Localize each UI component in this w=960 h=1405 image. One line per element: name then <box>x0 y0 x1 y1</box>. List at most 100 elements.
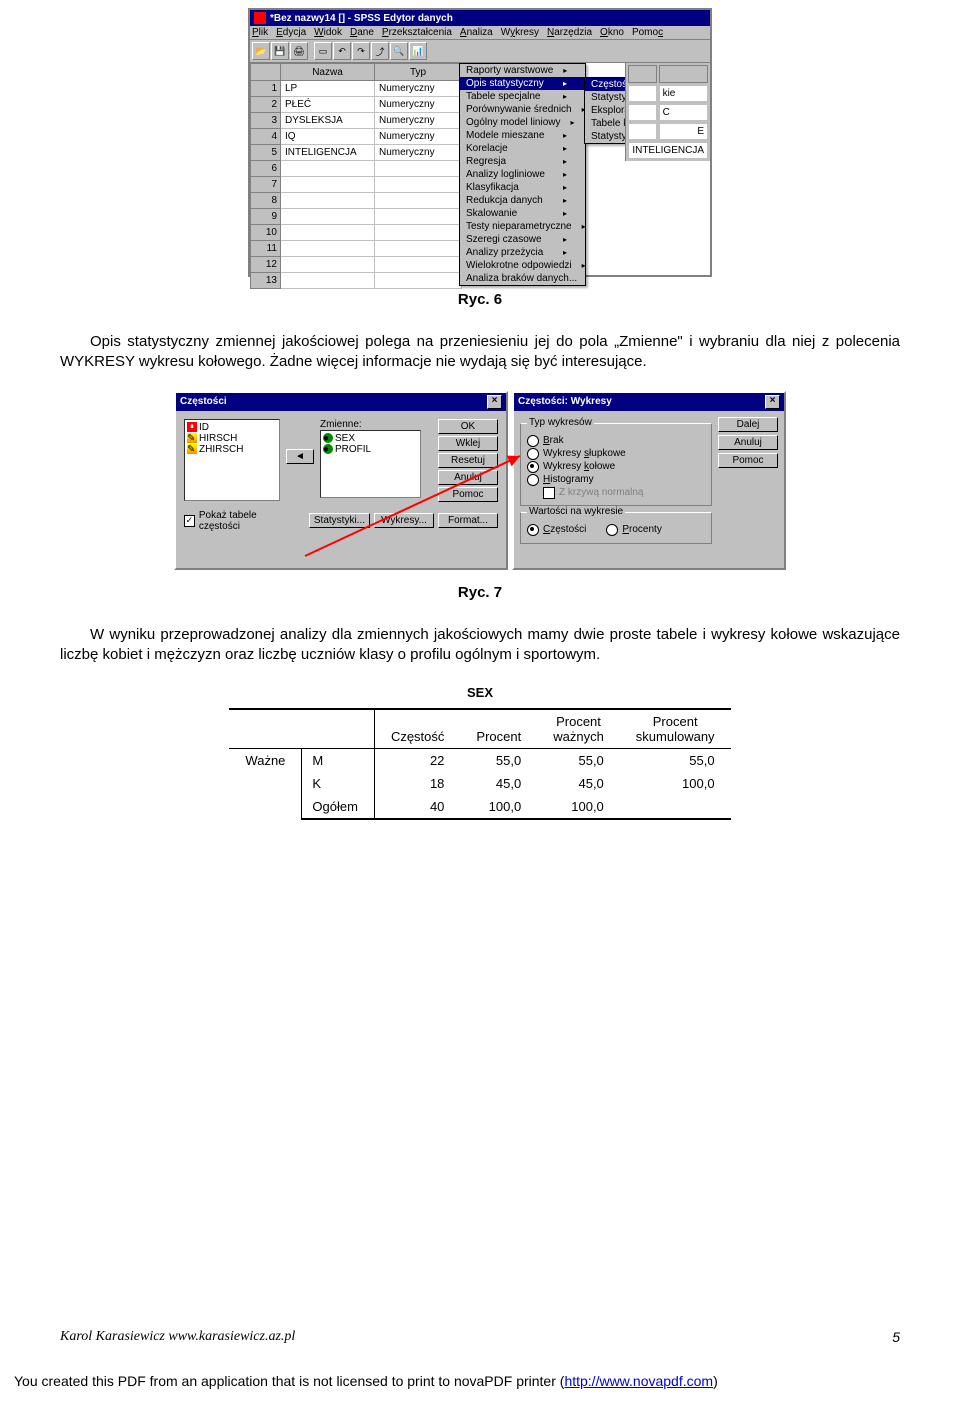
cell-nazwa[interactable] <box>281 177 375 193</box>
target-vars-list[interactable]: ●SEX ●PROFIL <box>320 430 421 498</box>
anuluj-button[interactable]: Anuluj <box>718 435 778 450</box>
menu-item[interactable]: Szeregi czasowe <box>460 233 585 246</box>
menu-dane[interactable]: Dane <box>350 27 374 38</box>
tb-find-icon[interactable]: 🔍 <box>390 42 408 60</box>
cell-nazwa[interactable] <box>281 225 375 241</box>
menu-item[interactable]: Analiza braków danych... <box>460 272 585 285</box>
tb-goto-icon[interactable]: ⤴ <box>371 42 389 60</box>
cell-typ[interactable] <box>375 257 462 273</box>
cell-nazwa[interactable] <box>281 209 375 225</box>
pomoc-button[interactable]: Pomoc <box>438 487 498 502</box>
statystyki-button[interactable]: Statystyki... <box>309 513 370 528</box>
cell-typ[interactable] <box>375 241 462 257</box>
pomoc-button[interactable]: Pomoc <box>718 453 778 468</box>
radio-kolowe[interactable]: Wykresy kołowe <box>527 461 705 473</box>
cell-nazwa[interactable] <box>281 193 375 209</box>
menu-item[interactable]: Porównywanie średnich <box>460 103 585 116</box>
radio-icon <box>527 435 539 447</box>
wartosci-legend: Wartości na wykresie <box>527 506 625 517</box>
radio-czestosci[interactable]: Częstości <box>527 524 586 536</box>
ok-button[interactable]: OK <box>438 419 498 434</box>
close-icon[interactable]: × <box>765 395 780 409</box>
var-sex[interactable]: SEX <box>335 433 355 444</box>
tb-redo-icon[interactable]: ↷ <box>352 42 370 60</box>
menu-narzedzia[interactable]: Narzędzia <box>547 27 592 38</box>
tb-save-icon[interactable]: 💾 <box>271 42 289 60</box>
radio-slupkowe[interactable]: Wykresy słupkowe <box>527 448 705 460</box>
menu-item[interactable]: Klasyfikacja <box>460 181 585 194</box>
cell-typ[interactable] <box>375 193 462 209</box>
show-freq-tables-check[interactable]: Pokaż tabele częstości <box>184 510 289 532</box>
menu-item[interactable]: Redukcja danych <box>460 194 585 207</box>
tb-undo-icon[interactable]: ↶ <box>333 42 351 60</box>
menu-item[interactable]: Modele mieszane <box>460 129 585 142</box>
cell-typ[interactable]: Numeryczny <box>375 129 462 145</box>
wklej-button[interactable]: Wklej <box>438 436 498 451</box>
menu-okno[interactable]: Okno <box>600 27 624 38</box>
menu-edycja[interactable]: Edycja <box>276 27 306 38</box>
resetuj-button[interactable]: Resetuj <box>438 453 498 468</box>
anuluj-button[interactable]: Anuluj <box>438 470 498 485</box>
menu-item[interactable]: Raporty warstwowe <box>460 64 585 77</box>
menu-item[interactable]: Korelacje <box>460 142 585 155</box>
menu-item[interactable]: Skalowanie <box>460 207 585 220</box>
cell-typ[interactable] <box>375 225 462 241</box>
value-cell: 55,0 <box>620 749 731 773</box>
cell-typ[interactable] <box>375 161 462 177</box>
cell-nazwa[interactable]: LP <box>281 81 375 97</box>
menu-item[interactable]: Opis statystyczny <box>460 77 585 90</box>
radio-procenty[interactable]: Procenty <box>606 524 661 536</box>
menu-przeksztalcenia[interactable]: Przekształcenia <box>382 27 452 38</box>
cell-nazwa[interactable] <box>281 257 375 273</box>
cell-nazwa[interactable]: INTELIGENCJA <box>281 145 375 161</box>
var-hirsch[interactable]: HIRSCH <box>199 433 237 444</box>
var-zhirsch[interactable]: ZHIRSCH <box>199 444 243 455</box>
menu-item[interactable]: Ogólny model liniowy <box>460 116 585 129</box>
cell-typ[interactable] <box>375 273 462 289</box>
cell-typ[interactable]: Numeryczny <box>375 81 462 97</box>
banner-link[interactable]: http://www.novapdf.com <box>564 1373 713 1389</box>
cell-typ[interactable]: Numeryczny <box>375 145 462 161</box>
cell-typ[interactable] <box>375 177 462 193</box>
source-vars-list[interactable]: ∎ID ✎HIRSCH ✎ZHIRSCH <box>184 419 280 501</box>
dropdown-analiza[interactable]: Raporty warstwoweOpis statystycznyTabele… <box>459 63 586 286</box>
cell-nazwa[interactable]: PŁEĆ <box>281 97 375 113</box>
tb-open-icon[interactable]: 📂 <box>252 42 270 60</box>
format-button[interactable]: Format... <box>438 513 498 528</box>
tb-dialog-icon[interactable]: ▭ <box>314 42 332 60</box>
cell-nazwa[interactable] <box>281 273 375 289</box>
row-header: 8 <box>251 193 281 209</box>
radio-histogramy[interactable]: Histogramy <box>527 474 705 486</box>
scale-var-icon: ✎ <box>187 444 197 454</box>
menu-pomoc[interactable]: Pomoc <box>632 27 663 38</box>
menu-item[interactable]: Analizy przeżycia <box>460 246 585 259</box>
menu-item[interactable]: Analizy logliniowe <box>460 168 585 181</box>
move-left-button[interactable]: ◄ <box>286 449 314 464</box>
cell-typ[interactable]: Numeryczny <box>375 113 462 129</box>
radio-brak[interactable]: Brak <box>527 435 705 447</box>
cell-nazwa[interactable] <box>281 241 375 257</box>
close-icon[interactable]: × <box>487 395 502 409</box>
cell-typ[interactable] <box>375 209 462 225</box>
cell-typ[interactable]: Numeryczny <box>375 97 462 113</box>
menu-widok[interactable]: Widok <box>314 27 342 38</box>
menu-item[interactable]: Tabele specjalne <box>460 90 585 103</box>
menu-item[interactable]: Testy nieparametryczne <box>460 220 585 233</box>
cell-nazwa[interactable]: DYSLEKSJA <box>281 113 375 129</box>
menu-analiza[interactable]: Analiza <box>460 27 493 38</box>
menu-item[interactable]: Wielokrotne odpowiedzi <box>460 259 585 272</box>
menu-item[interactable]: Regresja <box>460 155 585 168</box>
cat-cell: K <box>302 772 375 795</box>
scale-var-icon: ∎ <box>187 422 197 432</box>
wykresy-button[interactable]: Wykresy... <box>374 513 434 528</box>
value-cell: 55,0 <box>460 749 537 773</box>
menu-plik[interactable]: Plik <box>252 27 268 38</box>
tb-chart-icon[interactable]: 📊 <box>409 42 427 60</box>
var-profil[interactable]: PROFIL <box>335 444 371 455</box>
dalej-button[interactable]: Dalej <box>718 417 778 432</box>
tb-print-icon[interactable]: 🖨 <box>290 42 308 60</box>
var-id[interactable]: ID <box>199 422 209 433</box>
menu-wykresy[interactable]: Wykresy <box>501 27 539 38</box>
cell-nazwa[interactable]: IQ <box>281 129 375 145</box>
cell-nazwa[interactable] <box>281 161 375 177</box>
